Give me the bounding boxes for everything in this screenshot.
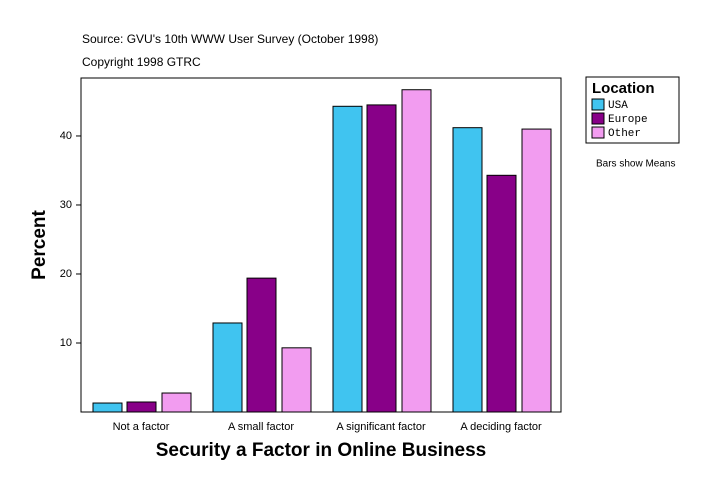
- x-tick-label: A deciding factor: [460, 421, 542, 433]
- legend-label: USA: [608, 100, 628, 112]
- bar: [366, 104, 397, 413]
- note: Bars show Means: [596, 159, 675, 170]
- legend-label: Other: [608, 128, 641, 140]
- bar: [281, 347, 312, 413]
- legend-label: Europe: [608, 114, 648, 126]
- bar: [92, 402, 123, 413]
- bar: [161, 392, 192, 413]
- x-axis-title: Security a Factor in Online Business: [156, 440, 487, 461]
- legend-swatch: [591, 98, 605, 111]
- copyright: Copyright 1998 GTRC: [82, 55, 201, 69]
- legend-swatch: [591, 112, 605, 125]
- x-tick-label: A small factor: [228, 421, 294, 433]
- bar: [212, 322, 243, 413]
- y-tick-label: 30: [60, 199, 72, 211]
- bar: [486, 174, 517, 413]
- y-tick-label: 20: [60, 268, 72, 280]
- y-tick-label: 10: [60, 337, 72, 349]
- bar: [521, 128, 552, 413]
- x-tick-label: Not a factor: [113, 421, 170, 433]
- bar: [126, 401, 157, 413]
- x-tick-label: A significant factor: [336, 421, 426, 433]
- bar: [246, 277, 277, 413]
- y-axis-title: Percent: [29, 209, 50, 279]
- bar: [332, 105, 363, 413]
- bar: [401, 89, 432, 413]
- legend-swatch: [591, 126, 605, 139]
- bar: [452, 127, 483, 413]
- source: Source: GVU's 10th WWW User Survey (Octo…: [82, 32, 378, 46]
- y-tick-label: 40: [60, 130, 72, 142]
- legend-title: Location: [592, 80, 655, 97]
- plot-frame: [80, 77, 562, 413]
